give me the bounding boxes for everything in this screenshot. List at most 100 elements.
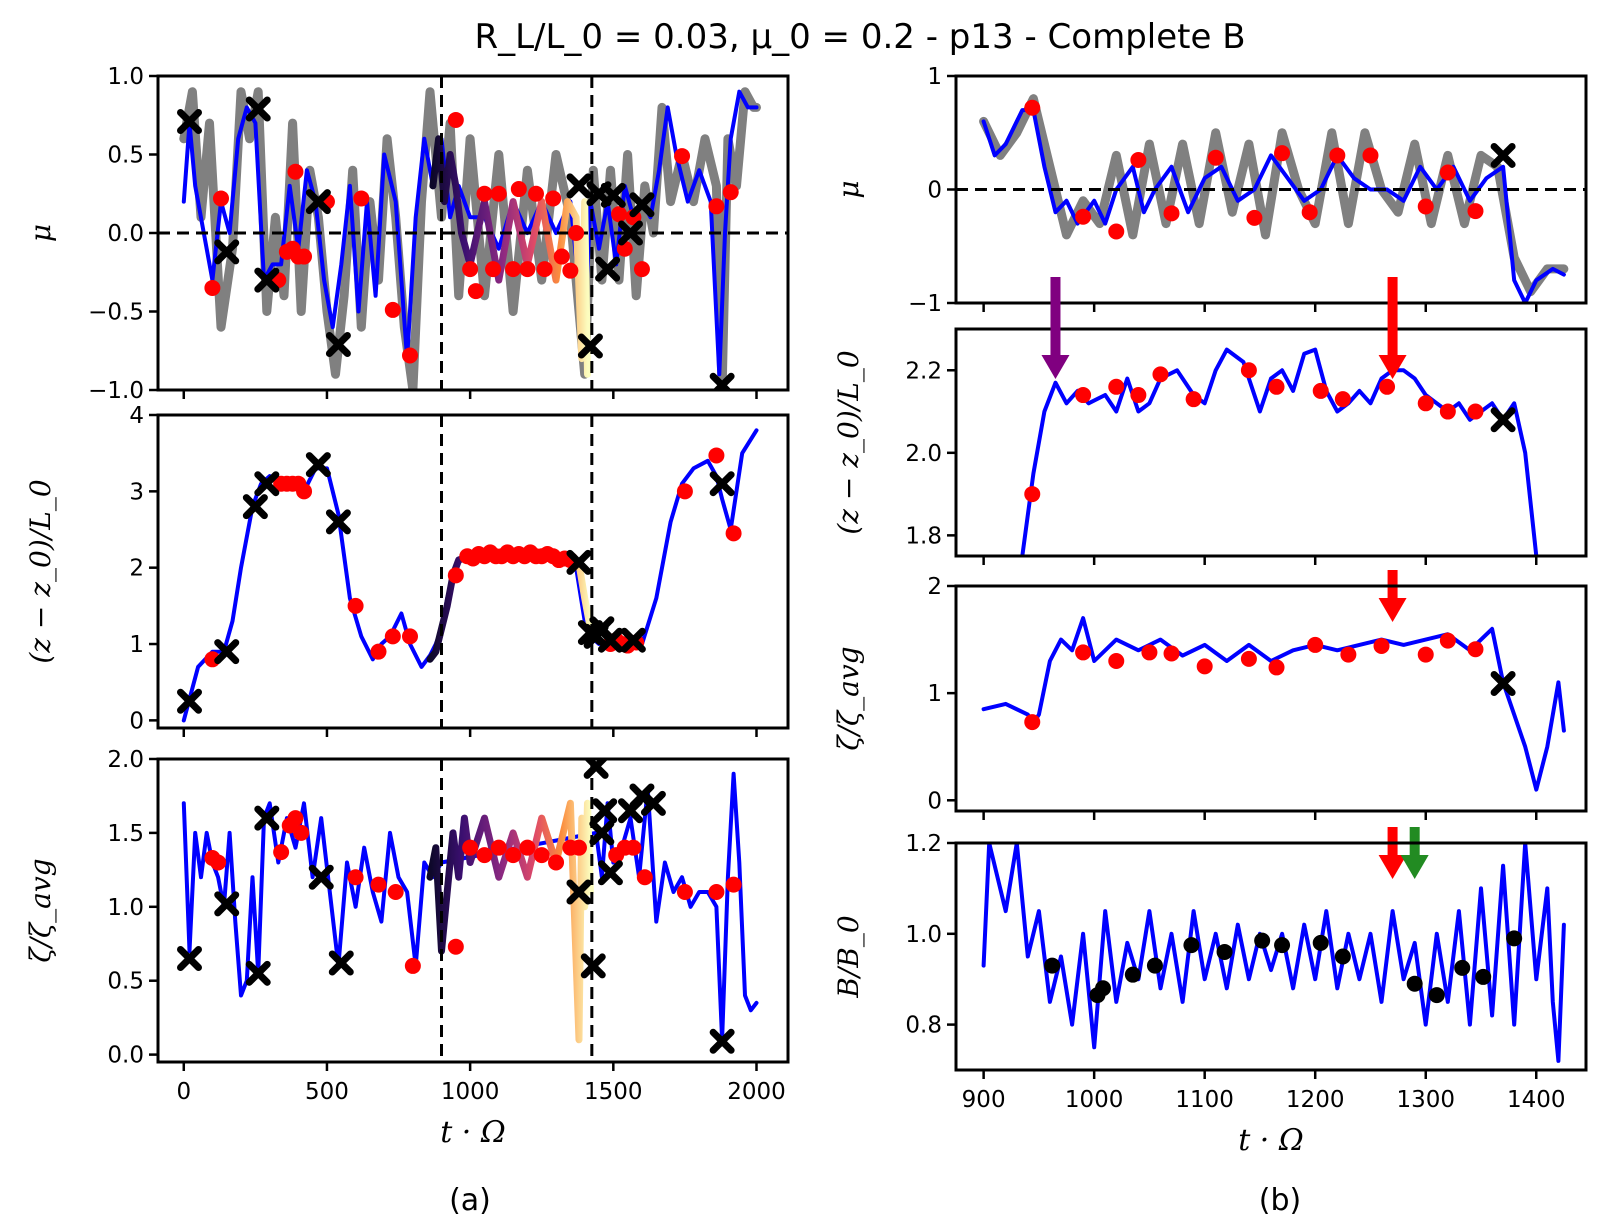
b-B-black-point [1506, 930, 1523, 947]
b-zeta-black-x-marker [1490, 671, 1516, 696]
a-mu-black-x-marker [577, 333, 603, 359]
b-mu-red-point [1108, 223, 1125, 240]
a-zeta-red-point [210, 854, 227, 871]
a-mu-plot-area [158, 76, 788, 390]
b-zeta-red-point [1024, 714, 1041, 731]
b-zeta-red-point [1467, 641, 1484, 658]
a-mu-ytick-label-2: 0.0 [107, 221, 144, 247]
b-zeta-red-point [1075, 644, 1092, 661]
b-B-ylabel: B/B_0 [832, 915, 865, 998]
b-mu-red-point [1024, 99, 1041, 116]
between-arrow-1 [1378, 277, 1407, 379]
b-mu-red-point [1439, 164, 1456, 181]
a-z-red-point [370, 643, 387, 660]
b-B-blue-series [981, 843, 1566, 1063]
panel-b-mu: −1 0 1 μ [832, 64, 1588, 317]
a-z-red-point [402, 628, 418, 645]
b-mu-red-point [1075, 208, 1092, 225]
a-zeta-red-point [273, 844, 290, 861]
a-mu-ytick-label-3: 0.5 [107, 143, 144, 169]
a-mu-black-x-marker [305, 189, 331, 215]
b-z-red-point [1268, 378, 1285, 395]
a-zeta-red-point [447, 938, 464, 955]
a-mu-red-point [553, 248, 570, 265]
a-z-black-x-marker [566, 549, 592, 575]
panel-a-zeta: 0.0 0.5 1.0 1.5 2.0 0 500 1000 1500 2000 ζ/ζ_avgt … [24, 747, 790, 1150]
b-B-black-point [1095, 980, 1111, 997]
a-mu-red-point [296, 248, 313, 265]
b-B-xtick-label-4: 1300 [1396, 1087, 1455, 1113]
a-zeta-red-point [490, 839, 507, 856]
b-mu-red-point [1362, 147, 1379, 164]
b-B-xtick-label-1: 1000 [1065, 1087, 1124, 1113]
a-zeta-black-x-marker [328, 950, 354, 976]
b-B-black-point [1475, 968, 1492, 985]
b-B-black-point [1334, 948, 1351, 965]
a-mu-black-x-marker [325, 331, 351, 357]
a-z-ytick-label-0: 0 [129, 708, 144, 734]
b-zeta-red-point [1340, 646, 1357, 663]
b-zeta-frame [954, 584, 1588, 813]
a-z-blue-series [181, 428, 759, 723]
a-mu-ytick-label-0: −1.0 [88, 378, 144, 404]
panel-a-mu: −1.0 −0.5 0.0 0.5 1.0 μ [24, 64, 790, 404]
a-mu-red-point [462, 261, 479, 278]
a-zeta-black-x-marker [592, 798, 618, 824]
a-mu-red-point [510, 181, 527, 198]
a-zeta-ytick-label-1: 0.5 [107, 969, 144, 995]
b-B-black-point [1183, 937, 1200, 954]
a-z-red-point [725, 525, 742, 542]
a-z-ytick-label-4: 4 [129, 403, 144, 429]
a-zeta-red-point [548, 854, 565, 871]
a-mu-red-point [528, 185, 544, 202]
b-z-blue-series [1020, 347, 1539, 556]
a-mu-black-x-marker [566, 173, 592, 199]
b-zeta-red-point [1141, 644, 1158, 661]
a-zeta-red-point [462, 839, 479, 856]
a-mu-black-x-marker [214, 239, 240, 265]
a-mu-red-point [708, 198, 725, 215]
a-mu-black-x-marker [629, 192, 655, 218]
b-zeta-red-point [1240, 650, 1257, 667]
b-mu-red-point [1274, 145, 1291, 162]
b-B-ytick-label-1: 1.0 [905, 922, 942, 948]
b-mu-ytick-label-1: 0 [927, 178, 942, 204]
b-B-black-point [1044, 957, 1061, 974]
a-zeta-xtick-label-3: 1500 [584, 1079, 643, 1105]
b-z-ytick-label-2: 2.2 [905, 358, 942, 384]
a-zeta-xtick-label-0: 0 [176, 1079, 191, 1105]
b-mu-red-point [1246, 209, 1263, 226]
a-z-black-x-marker [620, 627, 646, 653]
a-zeta-ylabel: ζ/ζ_avg [24, 858, 57, 962]
b-z-red-point [1075, 387, 1092, 404]
a-z-black-x-marker [325, 509, 351, 535]
a-mu-ytick-label-4: 1.0 [107, 64, 144, 90]
a-mu-red-point [284, 240, 301, 257]
a-z-red-point [296, 483, 313, 500]
a-zeta-red-point [636, 869, 653, 886]
b-z-plot-area [1020, 347, 1539, 556]
b-z-red-point [1334, 391, 1351, 408]
a-mu-grey-series [179, 87, 761, 390]
a-zeta-red-point [404, 957, 421, 974]
b-zeta-red-point [1307, 636, 1324, 653]
b-z-red-point [1240, 362, 1257, 379]
b-B-xtick-label-3: 1200 [1286, 1087, 1345, 1113]
a-z-black-x-marker [242, 494, 268, 520]
a-z-red-point [347, 597, 364, 614]
panel-b-z: 1.8 2.0 2.2 (z − z_0)/L_0 [832, 327, 1588, 565]
a-mu-red-point [467, 283, 484, 300]
b-zeta-arrow-0 [1378, 570, 1407, 622]
panel-b-zeta: 0 1 2 ζ/ζ_avg [832, 570, 1588, 820]
a-z-black-x-marker [254, 471, 280, 497]
b-z-red-point [1312, 382, 1329, 399]
a-zeta-black-x-marker [245, 960, 271, 986]
a-zeta-black-x-marker [589, 820, 615, 846]
b-mu-grey-series [979, 94, 1569, 297]
a-zeta-red-point [347, 869, 364, 886]
b-zeta-ytick-label-0: 0 [927, 788, 942, 814]
a-zeta-red-point [287, 810, 304, 827]
a-mu-black-x-marker [254, 267, 280, 293]
a-mu-black-x-marker [709, 372, 735, 390]
a-zeta-red-point [370, 876, 387, 893]
